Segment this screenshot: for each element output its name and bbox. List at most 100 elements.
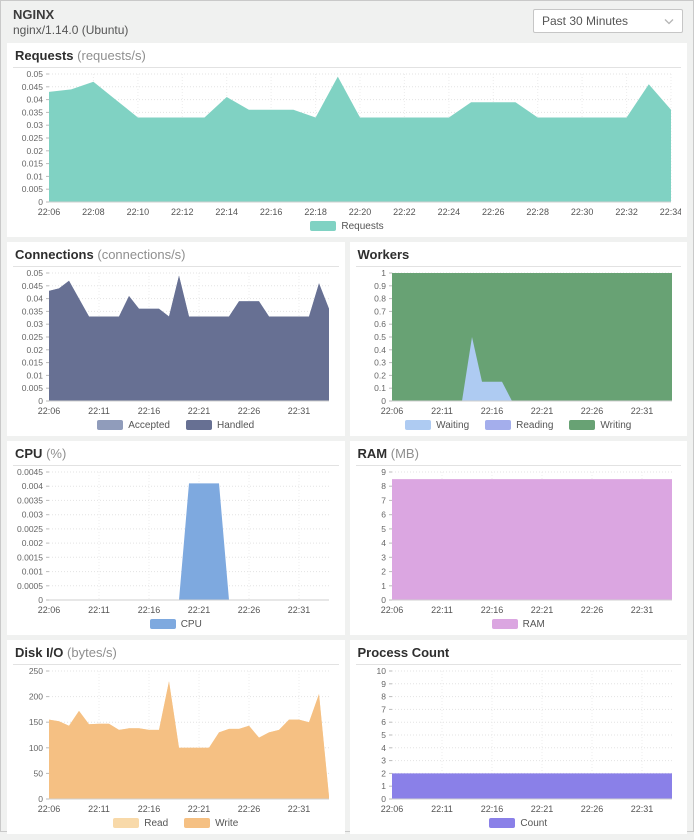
svg-text:22:30: 22:30 bbox=[571, 207, 594, 217]
chart-card-connections: Connections (connections/s) 0 0.005 0.01 0.0… bbox=[7, 242, 345, 437]
chart-card-process_count: Process Count 0 1 2 3 4 5 6 7 8 9 10 22:06 22:11 22:1… bbox=[349, 640, 687, 835]
chart-unit-text: (bytes/s) bbox=[67, 645, 117, 661]
svg-text:0.0005: 0.0005 bbox=[17, 581, 43, 591]
svg-text:22:21: 22:21 bbox=[188, 804, 211, 814]
svg-text:22:16: 22:16 bbox=[480, 406, 503, 416]
svg-text:0: 0 bbox=[38, 197, 43, 207]
svg-text:0.025: 0.025 bbox=[22, 332, 44, 342]
svg-text:22:16: 22:16 bbox=[138, 605, 161, 615]
chart-plot-host-requests: 0 0.005 0.01 0.015 0.02 0.025 0.03 0.035 0.04 0.0… bbox=[13, 68, 683, 218]
chart-legend-ram: RAM bbox=[356, 616, 682, 632]
legend-item-reading: Reading bbox=[485, 420, 553, 431]
svg-text:22:20: 22:20 bbox=[349, 207, 372, 217]
svg-text:22:21: 22:21 bbox=[530, 406, 553, 416]
svg-text:22:11: 22:11 bbox=[88, 406, 110, 416]
chart-row: Disk I/O (bytes/s) 0 50 100 150 200 250 22:06 22… bbox=[7, 640, 687, 835]
svg-text:22:16: 22:16 bbox=[260, 207, 283, 217]
chevron-down-icon bbox=[664, 18, 674, 25]
svg-text:0: 0 bbox=[381, 794, 386, 804]
svg-text:2: 2 bbox=[381, 567, 386, 577]
svg-text:22:26: 22:26 bbox=[238, 406, 261, 416]
svg-text:0.03: 0.03 bbox=[26, 120, 43, 130]
svg-text:8: 8 bbox=[381, 692, 386, 702]
svg-text:22:26: 22:26 bbox=[580, 605, 603, 615]
legend-label: Writing bbox=[600, 419, 632, 431]
svg-text:22:11: 22:11 bbox=[431, 605, 453, 615]
svg-text:4: 4 bbox=[381, 743, 386, 753]
svg-text:22:12: 22:12 bbox=[171, 207, 194, 217]
svg-text:0.015: 0.015 bbox=[22, 358, 44, 368]
chart-plot-host-cpu: 0 0.0005 0.001 0.0015 0.002 0.0025 0.003 0.0035… bbox=[13, 466, 339, 616]
svg-text:7: 7 bbox=[381, 496, 386, 506]
svg-text:0: 0 bbox=[38, 595, 43, 605]
svg-text:22:31: 22:31 bbox=[288, 406, 311, 416]
svg-text:22:16: 22:16 bbox=[480, 605, 503, 615]
svg-text:7: 7 bbox=[381, 705, 386, 715]
svg-text:0.5: 0.5 bbox=[374, 332, 386, 342]
svg-text:0.7: 0.7 bbox=[374, 307, 386, 317]
svg-text:1: 1 bbox=[381, 581, 386, 591]
chart-card-workers: Workers 0 0.1 0.2 0.3 0.4 0.5 0.6 0.7 0.8 0.9 1 22:… bbox=[349, 242, 687, 437]
chart-plot-requests: 0 0.005 0.01 0.015 0.02 0.025 0.03 0.035 0.04 0.0… bbox=[22, 69, 683, 217]
svg-text:22:26: 22:26 bbox=[580, 804, 603, 814]
svg-text:0.045: 0.045 bbox=[22, 82, 44, 92]
chart-title-cpu: CPU (%) bbox=[13, 444, 339, 467]
svg-text:0.04: 0.04 bbox=[26, 95, 43, 105]
legend-label: Count bbox=[520, 817, 548, 829]
legend-swatch bbox=[405, 420, 432, 431]
svg-text:22:06: 22:06 bbox=[38, 207, 61, 217]
time-range-value: Past 30 Minutes bbox=[542, 14, 629, 28]
legend-label: Accepted bbox=[128, 419, 170, 431]
svg-text:22:14: 22:14 bbox=[215, 207, 238, 217]
svg-text:0.05: 0.05 bbox=[26, 268, 43, 278]
legend-swatch bbox=[185, 420, 212, 431]
svg-text:0.01: 0.01 bbox=[26, 371, 43, 381]
svg-text:1: 1 bbox=[381, 781, 386, 791]
svg-text:22:31: 22:31 bbox=[288, 804, 311, 814]
svg-text:9: 9 bbox=[381, 679, 386, 689]
chart-unit-text: (%) bbox=[46, 446, 67, 462]
svg-text:22:06: 22:06 bbox=[380, 406, 403, 416]
svg-text:0.045: 0.045 bbox=[22, 281, 44, 291]
time-range-select[interactable]: Past 30 Minutes bbox=[533, 9, 683, 33]
chart-legend-workers: Waiting Reading Writing bbox=[356, 417, 682, 433]
chart-title-ram: RAM (MB) bbox=[355, 444, 681, 467]
legend-swatch bbox=[149, 619, 176, 630]
svg-text:22:06: 22:06 bbox=[380, 804, 403, 814]
chart-row: CPU (%) 0 0.0005 0.001 0.0015 0.002 0.0025 0.00… bbox=[7, 441, 687, 636]
svg-text:5: 5 bbox=[381, 730, 386, 740]
chart-title-text: Requests bbox=[15, 48, 74, 64]
svg-text:50: 50 bbox=[34, 769, 44, 779]
chart-legend-requests: Requests bbox=[13, 218, 681, 234]
svg-text:0.4: 0.4 bbox=[374, 345, 386, 355]
svg-text:22:06: 22:06 bbox=[38, 406, 61, 416]
charts-grid: Requests (requests/s) 0 0.005 0.01 0.015 0.02… bbox=[1, 43, 693, 840]
svg-text:5: 5 bbox=[381, 524, 386, 534]
svg-text:0: 0 bbox=[381, 396, 386, 406]
chart-plot-process_count: 0 1 2 3 4 5 6 7 8 9 10 22:06 22:11 22:16 22:21 22:26 22:… bbox=[376, 666, 672, 814]
svg-text:22:11: 22:11 bbox=[88, 605, 110, 615]
legend-swatch bbox=[184, 818, 211, 829]
chart-plot-connections: 0 0.005 0.01 0.015 0.02 0.025 0.03 0.035 0.04 0.0… bbox=[22, 268, 329, 416]
chart-unit-text: (MB) bbox=[390, 446, 419, 462]
svg-text:0.004: 0.004 bbox=[22, 481, 44, 491]
svg-text:0.9: 0.9 bbox=[374, 281, 386, 291]
svg-text:250: 250 bbox=[29, 666, 43, 676]
chart-title-disk_io: Disk I/O (bytes/s) bbox=[13, 643, 339, 666]
svg-text:22:11: 22:11 bbox=[431, 804, 453, 814]
svg-text:22:11: 22:11 bbox=[88, 804, 110, 814]
legend-swatch bbox=[569, 420, 596, 431]
chart-title-connections: Connections (connections/s) bbox=[13, 245, 339, 268]
svg-text:0.015: 0.015 bbox=[22, 159, 44, 169]
chart-title-text: Workers bbox=[357, 247, 410, 263]
chart-plot-host-ram: 0 1 2 3 4 5 6 7 8 9 22:06 22:11 22:16 22:21 22:26 22:31 bbox=[356, 466, 682, 616]
svg-text:22:21: 22:21 bbox=[188, 406, 211, 416]
svg-text:0.02: 0.02 bbox=[26, 146, 43, 156]
svg-text:0.003: 0.003 bbox=[22, 510, 44, 520]
chart-legend-connections: Accepted Handled bbox=[13, 417, 339, 433]
svg-text:0.025: 0.025 bbox=[22, 133, 44, 143]
svg-text:22:26: 22:26 bbox=[580, 406, 603, 416]
legend-swatch bbox=[489, 818, 516, 829]
chart-title-text: RAM bbox=[357, 446, 388, 462]
svg-text:22:11: 22:11 bbox=[431, 406, 453, 416]
